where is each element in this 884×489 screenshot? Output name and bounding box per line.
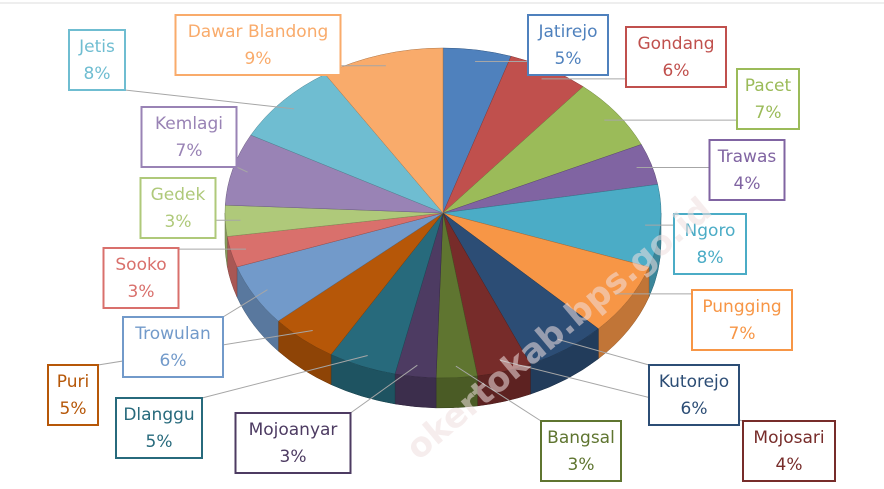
- label-category: Pungging: [702, 297, 781, 317]
- leader-line: [201, 354, 368, 399]
- label-box: [736, 68, 800, 130]
- leader-line: [350, 364, 418, 414]
- leader-line: [455, 365, 542, 422]
- label-category: Kemlagi: [155, 114, 223, 134]
- label-category: Puri: [57, 372, 89, 392]
- label-value: 5%: [146, 432, 173, 452]
- label-category: Kutorejo: [659, 372, 729, 392]
- label-category: Dawar Blandong: [188, 22, 329, 42]
- label-value: 3%: [280, 447, 307, 467]
- label-value: 6%: [681, 399, 708, 419]
- label-box: [742, 420, 836, 482]
- label-box: [540, 420, 622, 482]
- label-category: Ngoro: [685, 221, 736, 241]
- pie-slice: [442, 184, 662, 268]
- label-value: 3%: [165, 212, 192, 232]
- label-box: [648, 364, 740, 426]
- label-value: 9%: [245, 49, 272, 69]
- label-value: 6%: [160, 351, 187, 371]
- label-value: 4%: [734, 174, 761, 194]
- leader-line: [222, 289, 268, 318]
- label-category: Jetis: [78, 37, 115, 57]
- label-value: 4%: [776, 455, 803, 475]
- label-category: Mojosari: [753, 428, 824, 448]
- label-category: Sooko: [115, 255, 166, 275]
- label-box: [527, 14, 609, 76]
- label-category: Gedek: [151, 185, 206, 205]
- label-category: Bangsal: [547, 428, 615, 448]
- label-category: Pacet: [745, 76, 792, 96]
- label-category: Dlanggu: [123, 405, 194, 425]
- label-value: 7%: [176, 141, 203, 161]
- label-value: 5%: [555, 49, 582, 69]
- label-box: [102, 247, 180, 309]
- label-box: [234, 412, 352, 474]
- label-value: 7%: [729, 324, 756, 344]
- pie-side: [394, 373, 437, 409]
- label-box: [174, 14, 342, 76]
- leader-line: [236, 166, 248, 173]
- label-box: [708, 139, 786, 201]
- label-value: 3%: [128, 282, 155, 302]
- label-value: 3%: [568, 455, 595, 475]
- label-box: [122, 316, 224, 378]
- label-category: Gondang: [637, 34, 714, 54]
- label-box: [139, 177, 217, 239]
- label-value: 5%: [60, 399, 87, 419]
- label-category: Trawas: [717, 147, 777, 167]
- leader-line: [557, 338, 650, 366]
- label-category: Mojoanyar: [249, 420, 338, 440]
- label-box: [47, 364, 99, 426]
- label-box: [140, 106, 238, 168]
- label-value: 7%: [755, 103, 782, 123]
- label-box: [691, 289, 793, 351]
- leader-line: [124, 89, 295, 110]
- label-value: 6%: [663, 61, 690, 81]
- label-category: Jatirejo: [537, 22, 597, 42]
- label-category: Trowulan: [134, 324, 211, 344]
- label-box: [115, 397, 203, 459]
- label-box: [673, 213, 747, 275]
- label-box: [625, 26, 727, 88]
- label-box: [68, 29, 126, 91]
- label-value: 8%: [697, 248, 724, 268]
- label-value: 8%: [84, 64, 111, 84]
